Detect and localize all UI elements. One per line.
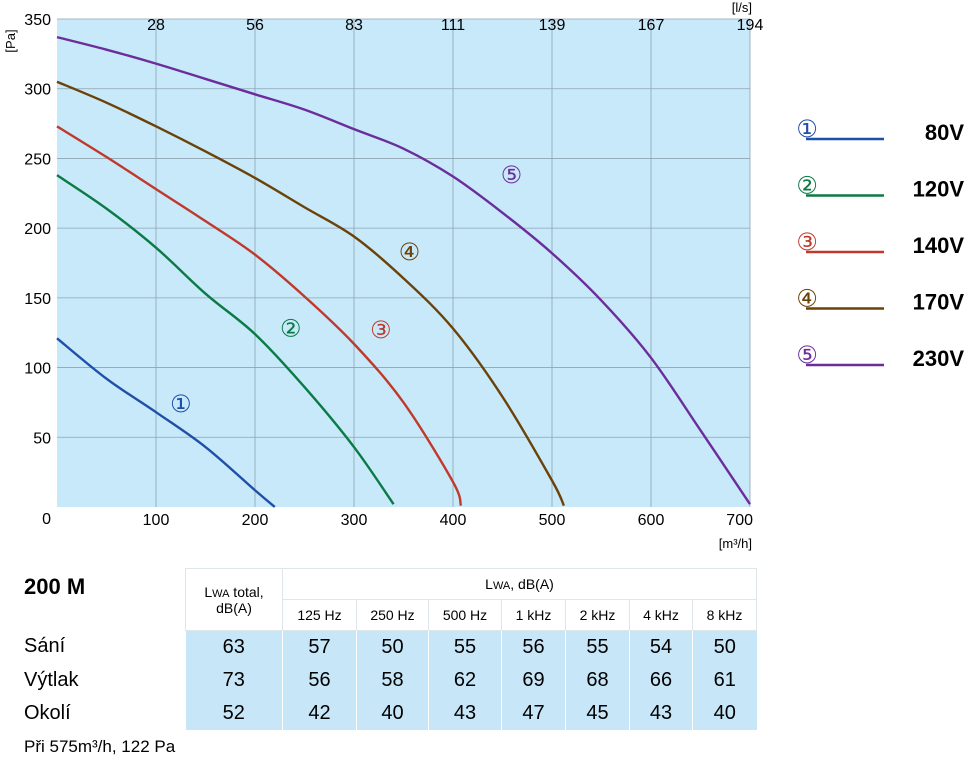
x2-tick-label: 83 — [345, 17, 363, 34]
x2-tick-label: 139 — [539, 17, 566, 34]
model-label: 200 M — [24, 574, 86, 599]
row-label: Okolí — [24, 702, 71, 724]
curve-marker-3: ③ — [370, 316, 392, 344]
band-cell: 50 — [692, 630, 757, 664]
x-axis-label: [m³/h] — [719, 536, 752, 551]
curve-markers: ① ② ③ ④ ⑤ — [170, 161, 522, 418]
legend-label-1: 80V — [925, 120, 964, 145]
legend-label-5: 230V — [913, 346, 965, 371]
y-axis-label: [Pa] — [3, 29, 18, 52]
curve-marker-5: ⑤ — [501, 161, 523, 189]
x-tick-label: 400 — [440, 512, 467, 529]
legend-label-3: 140V — [913, 233, 965, 258]
band-cell: 54 — [629, 630, 693, 664]
band-cell: 56 — [501, 630, 566, 664]
y-tick-label: 300 — [24, 82, 51, 99]
noise-table: LWA total, dB(A) LWA, dB(A) 125 Hz 250 Hz 5… — [185, 568, 757, 730]
curve-marker-2: ② — [280, 315, 302, 343]
legend-marker-5: ⑤ — [796, 341, 818, 369]
curve-170v — [56, 80, 565, 507]
x2-tick-label: 56 — [246, 17, 264, 34]
legend-marker-2: ② — [796, 172, 818, 200]
y-tick-label: 350 — [24, 12, 51, 29]
fan-curve-chart: 0 50 100 150 200 250 300 350 100 200 300 400 500 600 7… — [3, 0, 964, 551]
x-tick-label: 200 — [242, 512, 269, 529]
axes: 0 50 100 150 200 250 300 350 100 200 300 400 500 600 7… — [3, 0, 763, 551]
y-tick-label: 0 — [42, 511, 51, 528]
band-cell: 45 — [565, 697, 630, 730]
band-cell: 61 — [692, 664, 757, 697]
band-cell: 43 — [428, 697, 502, 730]
y-tick-label: 200 — [24, 221, 51, 238]
legend-marker-4: ④ — [796, 285, 818, 313]
band-cell: 58 — [356, 664, 429, 697]
band-cell: 47 — [501, 697, 566, 730]
band-cell: 66 — [629, 664, 693, 697]
curve-120v — [56, 174, 395, 505]
table-row: 63 57 50 55 56 55 54 50 — [185, 630, 757, 664]
curve-marker-4: ④ — [399, 238, 421, 266]
x-tick-label: 500 — [539, 512, 566, 529]
table-row: 52 42 40 43 47 45 43 40 — [185, 697, 757, 730]
x2-tick-label: 111 — [441, 17, 465, 34]
grid — [57, 18, 751, 507]
band-cell: 57 — [282, 630, 357, 664]
band-header-cell: 125 Hz — [282, 599, 357, 631]
curve-140v — [56, 125, 463, 506]
x-tick-label: 700 — [726, 512, 753, 529]
row-label: Výtlak — [24, 668, 79, 691]
legend-marker-3: ③ — [796, 228, 818, 256]
total-cell: 63 — [185, 630, 283, 664]
band-header: LWA, dB(A) — [282, 568, 757, 600]
band-header-cell: 500 Hz — [428, 599, 502, 631]
x-tick-label: 300 — [341, 512, 368, 529]
band-header-cell: 8 kHz — [692, 599, 757, 631]
total-cell: 73 — [185, 664, 283, 697]
series-curves — [56, 35, 751, 508]
band-cell: 40 — [356, 697, 429, 730]
table-body: 63 57 50 55 56 55 54 50 73 56 58 62 69 68 66 61 52 42 40 43… — [185, 630, 757, 730]
band-cell: 62 — [428, 664, 502, 697]
total-header: LWA total, dB(A) — [185, 568, 283, 631]
table-header-row: LWA total, dB(A) LWA, dB(A) — [185, 568, 757, 631]
band-header-row: 125 Hz 250 Hz 500 Hz 1 kHz 2 kHz 4 kHz 8 kHz — [186, 599, 757, 631]
legend: ① 80V ② 120V ③ 140V ④ 170V ⑤ 230V — [796, 115, 964, 371]
band-cell: 55 — [428, 630, 502, 664]
band-cell: 50 — [356, 630, 429, 664]
table-row: 73 56 58 62 69 68 66 61 — [185, 664, 757, 697]
total-cell: 52 — [185, 697, 283, 730]
band-cell: 40 — [692, 697, 757, 730]
band-cell: 55 — [565, 630, 630, 664]
y-tick-label: 250 — [24, 151, 51, 168]
y-tick-label: 150 — [24, 291, 51, 308]
band-cell: 56 — [282, 664, 357, 697]
band-cell: 42 — [282, 697, 357, 730]
y-tick-label: 50 — [33, 430, 51, 447]
band-header-cell: 2 kHz — [565, 599, 630, 631]
band-header-cell: 4 kHz — [629, 599, 693, 631]
x2-tick-label: 167 — [638, 17, 665, 34]
band-cell: 69 — [501, 664, 566, 697]
row-label: Sání — [24, 635, 66, 657]
x2-tick-label: 194 — [737, 17, 764, 34]
legend-marker-1: ① — [796, 115, 818, 143]
x-tick-label: 600 — [638, 512, 665, 529]
band-cell: 43 — [629, 697, 693, 730]
x-tick-label: 100 — [143, 512, 170, 529]
curve-80v — [56, 337, 276, 508]
curve-marker-1: ① — [170, 390, 192, 418]
band-cell: 68 — [565, 664, 630, 697]
band-header-cell: 250 Hz — [356, 599, 429, 631]
legend-label-2: 120V — [913, 177, 965, 202]
x2-axis-label: [l/s] — [732, 0, 752, 15]
y-tick-label: 100 — [24, 361, 51, 378]
footnote: Při 575m³/h, 122 Pa — [24, 737, 176, 756]
legend-label-4: 170V — [913, 290, 965, 315]
curve-230v — [56, 35, 751, 505]
band-header-cell: 1 kHz — [501, 599, 566, 631]
x2-tick-label: 28 — [147, 17, 165, 34]
